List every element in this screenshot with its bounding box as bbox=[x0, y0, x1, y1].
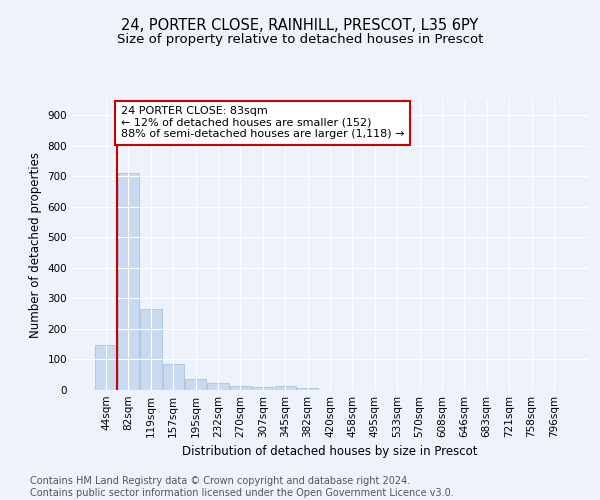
Bar bbox=[297, 388, 318, 390]
Text: Size of property relative to detached houses in Prescot: Size of property relative to detached ho… bbox=[117, 32, 483, 46]
Bar bbox=[95, 345, 117, 390]
Y-axis label: Number of detached properties: Number of detached properties bbox=[29, 152, 42, 338]
Bar bbox=[230, 386, 251, 390]
Bar bbox=[252, 386, 274, 390]
X-axis label: Distribution of detached houses by size in Prescot: Distribution of detached houses by size … bbox=[182, 446, 478, 458]
Bar bbox=[208, 384, 229, 390]
Text: 24, PORTER CLOSE, RAINHILL, PRESCOT, L35 6PY: 24, PORTER CLOSE, RAINHILL, PRESCOT, L35… bbox=[121, 18, 479, 32]
Bar bbox=[163, 364, 184, 390]
Text: 24 PORTER CLOSE: 83sqm
← 12% of detached houses are smaller (152)
88% of semi-de: 24 PORTER CLOSE: 83sqm ← 12% of detached… bbox=[121, 106, 404, 140]
Text: Contains HM Land Registry data © Crown copyright and database right 2024.
Contai: Contains HM Land Registry data © Crown c… bbox=[30, 476, 454, 498]
Bar bbox=[185, 380, 206, 390]
Bar bbox=[140, 309, 161, 390]
Bar bbox=[275, 386, 296, 390]
Bar bbox=[118, 172, 139, 390]
